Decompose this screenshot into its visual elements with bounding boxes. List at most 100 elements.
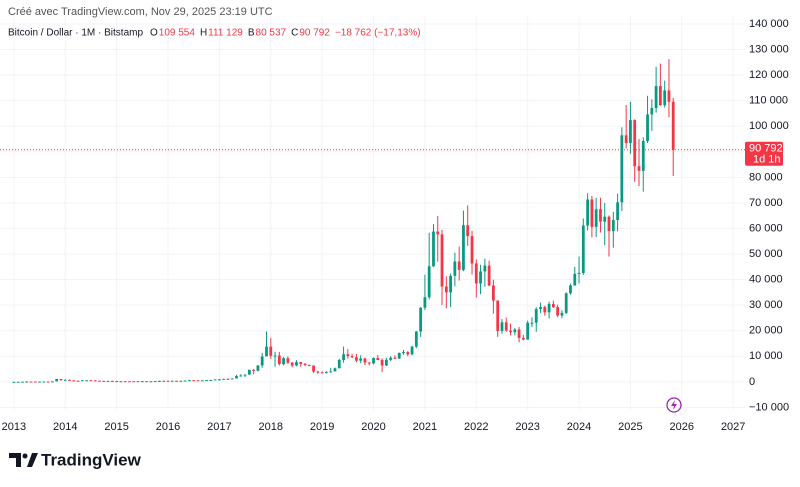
candle-body (551, 303, 555, 308)
y-tick-label: 80 000 (749, 171, 783, 183)
x-tick-label: 2017 (207, 421, 231, 433)
y-tick-label: 20 000 (749, 325, 783, 337)
credit: Créé avec TradingView.com, Nov 29, 2025 … (8, 6, 273, 18)
y-tick-label: 100 000 (749, 120, 789, 132)
candle-body (260, 356, 264, 366)
candle-body (337, 359, 341, 369)
candle-body (474, 263, 478, 284)
candle-body (72, 380, 76, 382)
candle-body (209, 379, 213, 381)
candle-body (243, 374, 247, 376)
candle-body (449, 275, 452, 293)
candle-body (98, 380, 101, 382)
candle-body (599, 209, 602, 222)
candle-body (162, 380, 166, 382)
candle-body (397, 352, 401, 359)
candle-body (427, 266, 431, 298)
candle-body (277, 355, 281, 365)
candle-body (188, 380, 191, 382)
candle-body (80, 380, 84, 382)
x-tick-label: 2015 (104, 421, 128, 433)
candle-body (16, 381, 20, 383)
candle-body (140, 381, 144, 383)
candle-body (492, 285, 495, 301)
candle-body (166, 380, 170, 382)
candle-body (444, 286, 448, 293)
candle-body (192, 380, 196, 382)
candle-body (252, 369, 256, 371)
candle-body (115, 381, 119, 383)
x-tick-label: 2014 (53, 421, 77, 433)
ohlc-value: 90 792 (299, 28, 330, 39)
candle-body (372, 357, 375, 364)
candle-body (667, 90, 671, 102)
candle-body (406, 352, 410, 355)
grid (0, 15, 745, 410)
candle-body (102, 380, 106, 382)
candle-body (440, 234, 444, 287)
candle-body (295, 362, 298, 366)
candle-body (457, 261, 461, 270)
candle-body (479, 271, 482, 284)
candle-body (33, 381, 37, 383)
y-tick-label: 10 000 (749, 350, 783, 362)
candle-body (170, 380, 174, 382)
candle-body (85, 380, 89, 382)
candle-body (637, 166, 641, 171)
candle-body (273, 355, 277, 357)
y-tick-label: 60 000 (749, 222, 783, 234)
candle-body (179, 380, 183, 382)
candle-body (21, 381, 24, 383)
candle-body (393, 357, 397, 359)
candle-body (230, 378, 234, 380)
candle-body (363, 358, 367, 363)
price-tag-label: 90 792 (749, 143, 783, 155)
candle-body (462, 225, 465, 270)
y-tick-label: 0 (749, 376, 755, 388)
candle-body (633, 120, 637, 167)
candle-body (55, 379, 59, 382)
candle-body (51, 381, 54, 383)
candle-body (641, 141, 645, 171)
candle-body (282, 358, 286, 365)
logo: TradingView (41, 450, 142, 469)
candle-body (89, 380, 93, 382)
candle-body (432, 231, 435, 267)
candle-body (594, 209, 598, 227)
price-tag (745, 141, 783, 166)
candle-body (158, 380, 161, 382)
candle-body (333, 368, 337, 372)
candle-body (466, 225, 470, 237)
candle-body (581, 225, 585, 274)
x-tick-label: 2018 (259, 421, 283, 433)
candle-body (586, 199, 590, 226)
candle-body (222, 378, 226, 380)
ohlc-legend: O 109 554 H 111 129 B 80 537 C 90 792 (150, 28, 330, 39)
candle-body (132, 381, 136, 383)
candle-body (205, 380, 208, 382)
candle-body (543, 307, 547, 313)
candle-body (316, 371, 320, 373)
candle-body (153, 381, 157, 383)
candle-body (654, 86, 658, 109)
candle-body (183, 380, 187, 382)
ohlc-label: C (291, 28, 298, 39)
ohlc-value: 111 129 (208, 28, 243, 39)
candle-body (247, 369, 251, 375)
ohlc-value: 109 554 (159, 28, 196, 39)
candle-body (106, 380, 110, 382)
candle-body (530, 322, 534, 324)
y-tick-label: 50 000 (749, 248, 783, 260)
y-tick-label: 140 000 (749, 18, 789, 30)
candle-body (217, 379, 221, 381)
candle-body (410, 346, 414, 355)
candle-body (312, 365, 315, 372)
candle-body (611, 219, 615, 232)
candle-body (671, 101, 675, 150)
candle-body (522, 337, 525, 340)
y-tick-label: 30 000 (749, 299, 783, 311)
x-tick-label: 2016 (156, 421, 180, 433)
candle-body (38, 381, 41, 383)
candle-body (136, 381, 140, 383)
